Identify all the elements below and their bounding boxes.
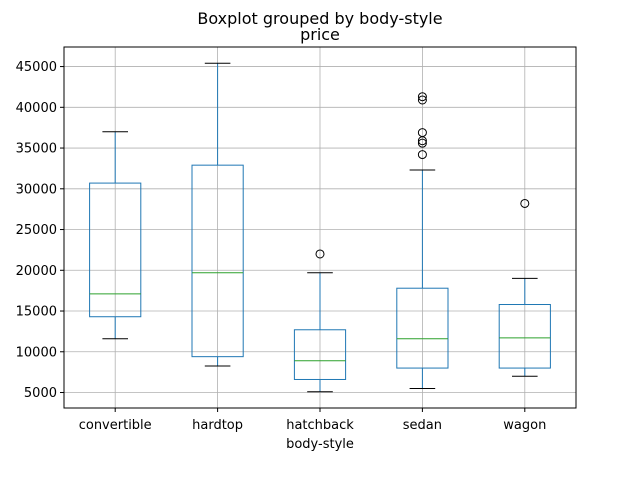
box-sedan	[396, 92, 449, 389]
box-hatchback	[293, 249, 347, 393]
y-tick-label: 45000	[16, 60, 57, 75]
iqr-box	[293, 329, 347, 380]
outlier-point	[417, 138, 427, 148]
outlier-point	[315, 249, 325, 259]
y-tick-label: 15000	[16, 305, 57, 320]
grid-lines	[64, 47, 576, 408]
boxes	[89, 62, 551, 393]
y-tick-label: 35000	[16, 142, 57, 157]
outlier-point	[520, 198, 530, 208]
box-convertible	[89, 131, 142, 340]
outlier-point	[417, 92, 427, 102]
x-tick-label: hatchback	[286, 418, 354, 433]
iqr-box	[191, 164, 244, 358]
y-tick-label: 25000	[16, 223, 57, 238]
chart-suptitle: Boxplot grouped by body-style	[197, 9, 442, 28]
x-tick-label: hardtop	[192, 418, 243, 433]
y-tick-label: 30000	[16, 182, 57, 197]
y-axis-ticks: 5000 10000 15000 20000 25000 30000 35000 40000 4…	[16, 60, 64, 401]
outlier-point	[417, 150, 427, 160]
chart-title: price	[300, 25, 340, 44]
box-wagon	[498, 198, 551, 377]
iqr-box	[396, 287, 449, 369]
box-hardtop	[191, 62, 244, 367]
y-tick-label: 5000	[24, 386, 57, 401]
outlier-point	[417, 128, 427, 138]
y-tick-label: 40000	[16, 101, 57, 116]
outlier-point	[417, 95, 427, 105]
x-tick-label: sedan	[403, 418, 442, 433]
x-tick-label: wagon	[503, 418, 546, 433]
x-axis-label: body-style	[286, 437, 354, 452]
y-tick-label: 10000	[16, 345, 57, 360]
iqr-box	[498, 304, 551, 369]
iqr-box	[89, 182, 142, 318]
y-tick-label: 20000	[16, 264, 57, 279]
x-tick-label: convertible	[79, 418, 152, 433]
x-axis-ticks: convertible hardtop hatchback sedan wagon	[79, 408, 546, 433]
